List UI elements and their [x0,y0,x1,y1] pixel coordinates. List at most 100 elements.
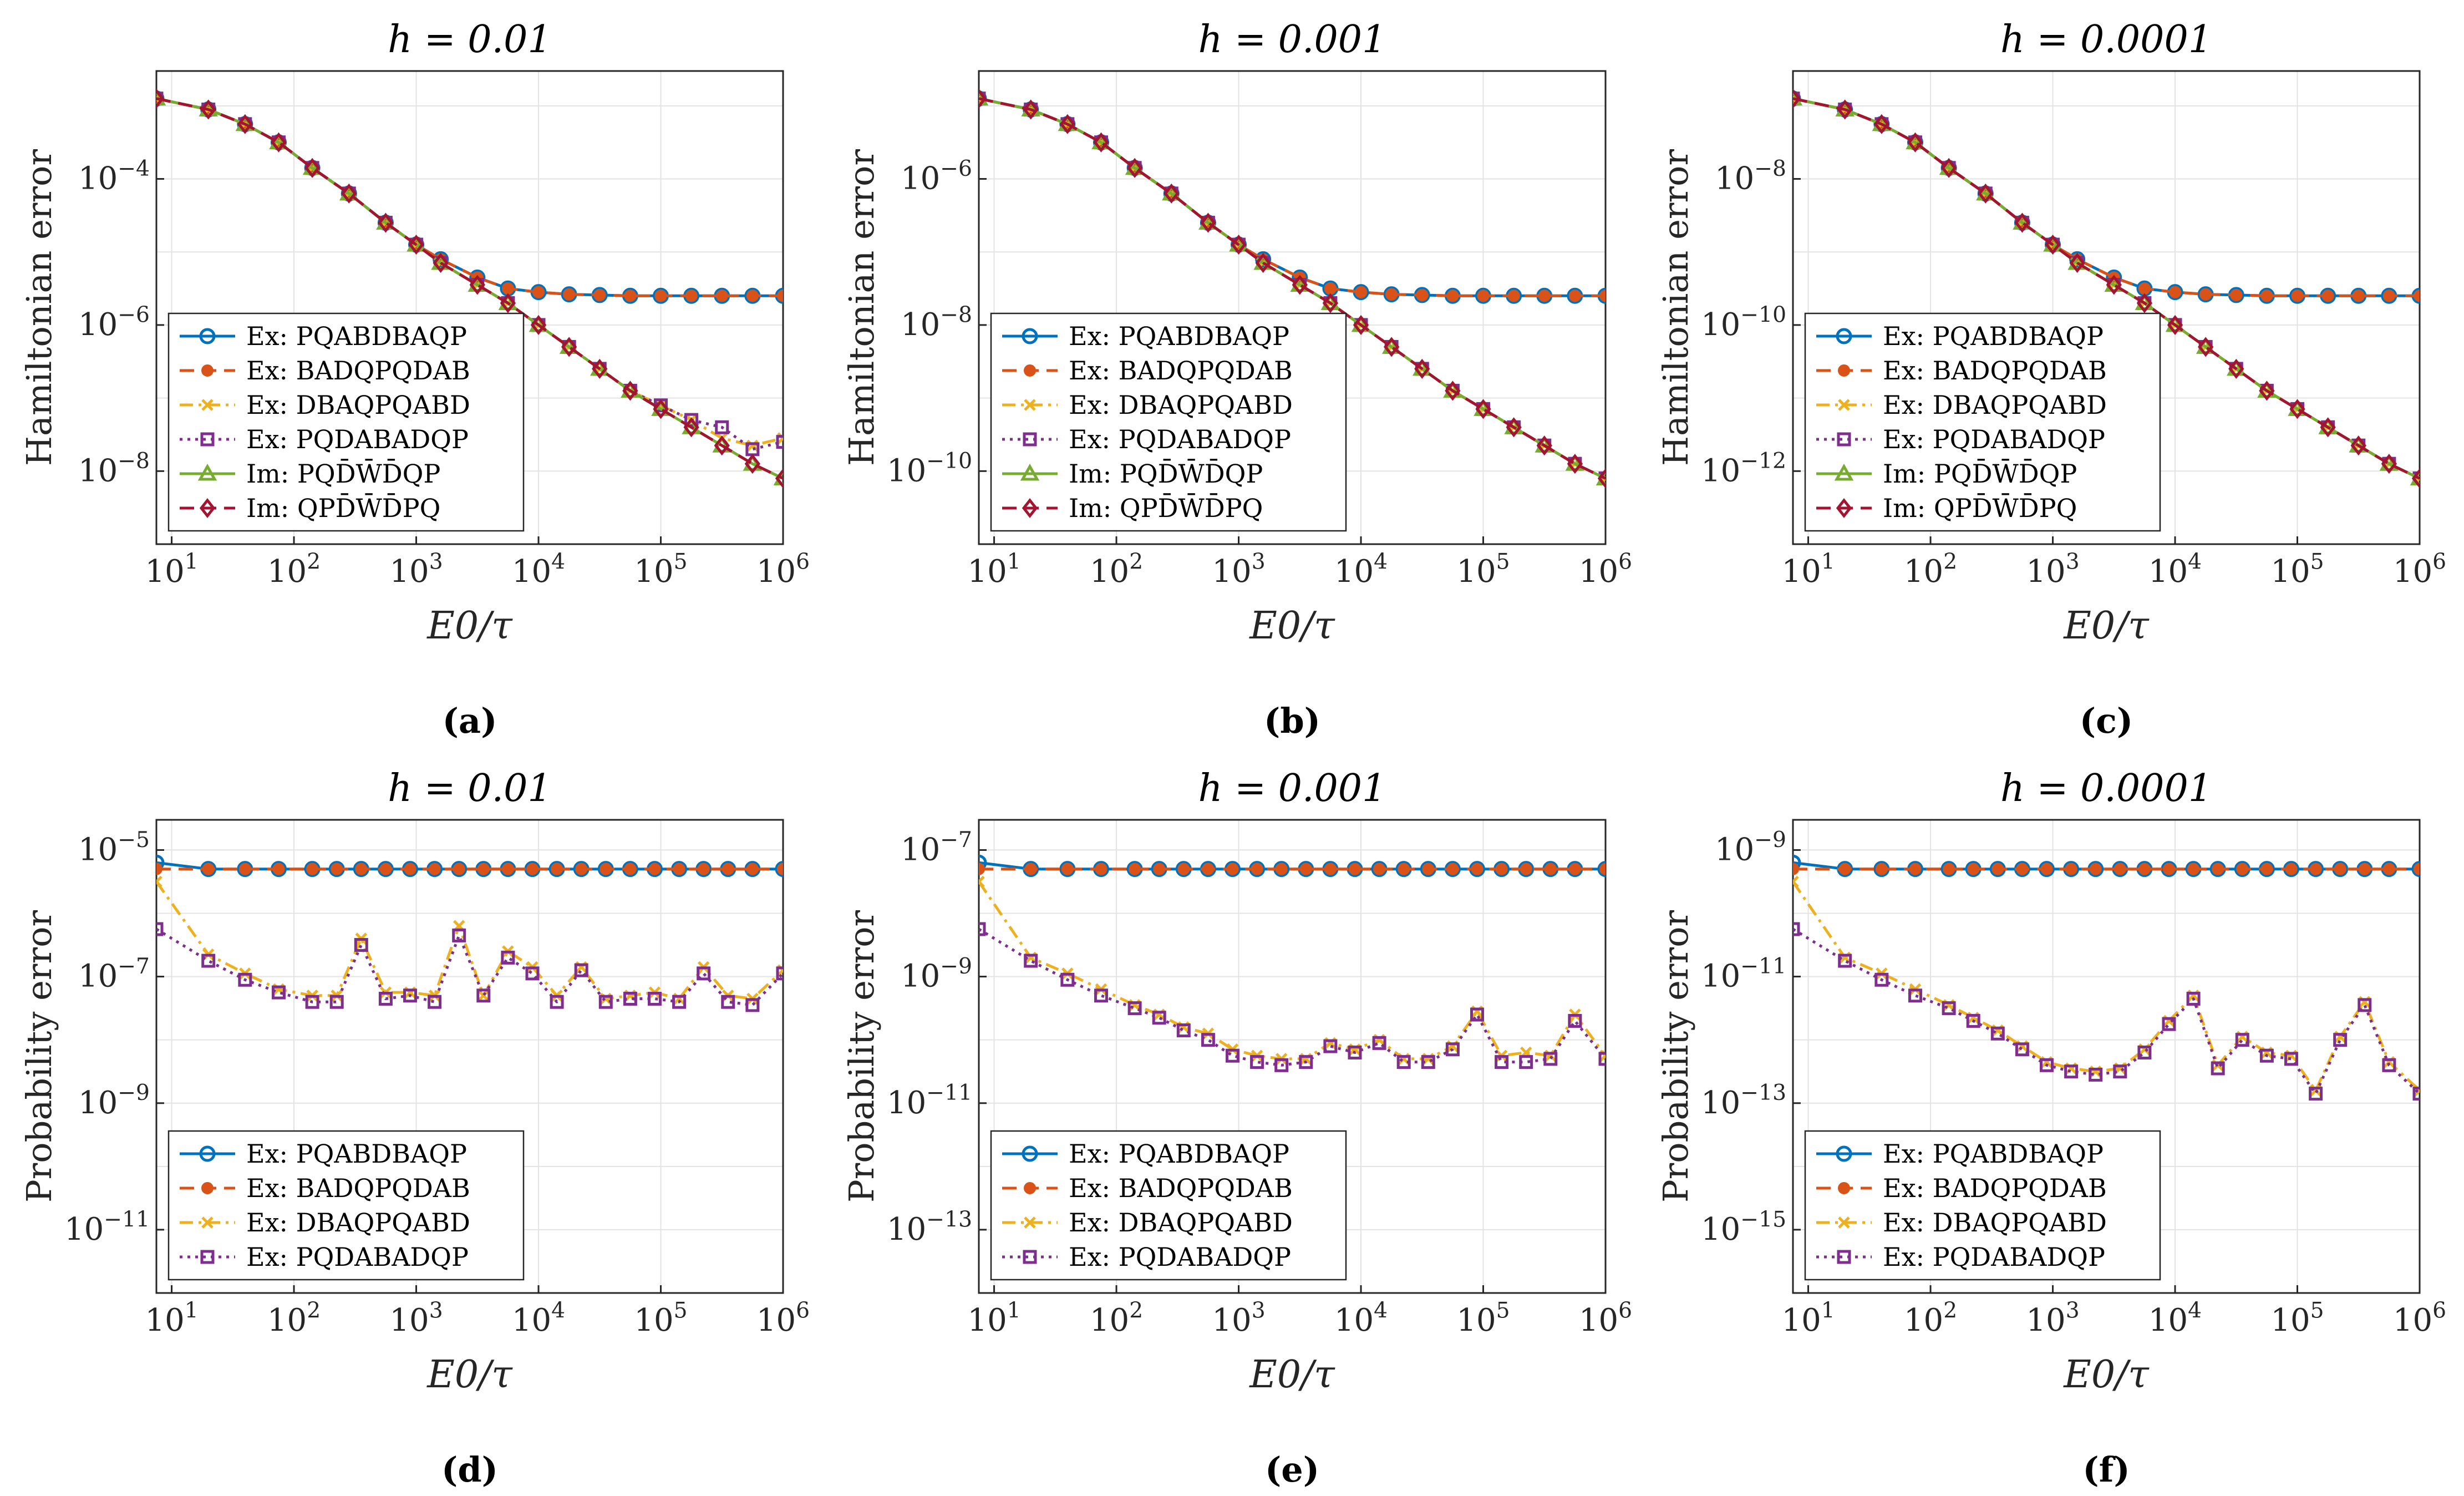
data-point-series-6 [500,293,516,313]
legend: Ex: PQABDBAQP Ex: BADQPQDAB Ex: DBAQPQABD E… [1804,1130,2161,1281]
data-point-series-4 [156,922,164,936]
data-point-series-6 [2106,275,2122,295]
data-point-series-2 [477,863,490,875]
data-point-series-2 [2382,863,2395,875]
x-tick-label: 102 [1090,549,1143,590]
legend-entry: Im: PQD̄W̄D̄QP [246,458,440,489]
data-point-series-6 [1200,212,1216,233]
data-point-series-1 [156,854,165,871]
data-point-series-4 [574,963,588,977]
data-point-series-2 [593,288,606,301]
data-point-series-2 [306,863,319,875]
y-axis-label: Hamiltonian error [841,149,882,466]
legend-entry: Ex: DBAQPQABD [1883,390,2107,420]
data-point-series-2 [501,863,514,875]
legend-marker [201,364,214,377]
data-point-series-6 [2167,315,2183,335]
data-point-series-4 [1942,1001,1956,1016]
data-point-series-4 [1519,1055,1533,1069]
x-axis-label: E0/τ [2062,1353,2150,1397]
data-point-series-4 [501,950,515,965]
data-point-series-2 [1202,863,1215,875]
legend-marker [1837,1250,1851,1264]
data-point-series-2 [624,863,637,875]
data-point-series-4 [2089,1067,2103,1082]
axes-frame [1792,70,2421,545]
data-point-series-6 [2228,358,2244,379]
data-point-series-4 [525,966,540,981]
data-point-series-4 [745,998,760,1012]
legend-entry: Ex: PQDABADQP [1883,1242,2105,1272]
data-point-series-2 [2291,290,2304,302]
data-point-series-6 [561,337,577,357]
data-point-series-6 [1093,132,1109,153]
legend: Ex: PQABDBAQP Ex: BADQPQDAB Ex: DBAQPQABD E… [1804,312,2161,532]
legend-entry: Ex: PQABDBAQP [1883,1139,2104,1169]
legend-marker [201,399,214,411]
data-point-series-4 [1495,1055,1509,1069]
y-tick-label: 10−6 [901,156,972,197]
data-point-series-1 [775,861,783,878]
data-point-series-2 [2162,863,2175,875]
data-point-series-2 [1446,863,1459,875]
legend-box [1804,1130,2161,1281]
data-point-series-2 [777,290,783,302]
data-point-series-6 [1255,252,1271,273]
data-point-series-4 [1372,1036,1386,1050]
data-point-series-4 [776,435,783,449]
data-point-series-6 [1597,468,1606,489]
data-point-series-4 [2412,1087,2420,1101]
data-point-series-4 [623,992,637,1006]
data-point-series-3 [777,432,783,444]
x-tick-label: 104 [2148,549,2202,590]
y-tick-label: 10−7 [78,954,150,995]
x-tick-label: 102 [1904,1298,1957,1338]
data-point-series-4 [2064,1064,2079,1079]
data-point-series-6 [592,358,608,379]
data-point-series-6 [1322,293,1339,313]
data-point-series-2 [2187,863,2200,875]
data-point-series-2 [272,863,285,875]
data-point-series-4 [1421,1055,1435,1069]
data-point-series-2 [1251,863,1263,875]
x-tick-label: 105 [1456,1298,1510,1338]
data-point-series-6 [979,88,987,109]
data-point-series-4 [2333,1033,2348,1047]
data-point-series-6 [1506,417,1522,438]
x-tick-label: 101 [967,549,1020,590]
legend-entry: Ex: BADQPQDAB [1069,1173,1293,1203]
data-point-series-2 [648,863,661,875]
legend-entry: Ex: BADQPQDAB [246,1173,470,1203]
data-point-series-2 [746,863,759,875]
legend-marker [201,1182,214,1194]
data-point-series-4 [1543,1052,1558,1066]
legend-entry: Im: PQD̄W̄D̄QP [1883,458,2077,489]
y-tick-label: 10−4 [78,156,150,197]
data-point-series-4 [2309,1087,2323,1101]
data-point-series-1 [979,854,987,871]
data-point-series-2 [563,288,576,301]
data-point-series-4 [1838,954,1852,968]
axes-frame [155,70,784,545]
legend-marker [1024,364,1036,377]
data-point-series-4 [1127,1001,1142,1016]
x-tick-label: 101 [145,1298,198,1338]
data-point-series-4 [238,972,252,987]
data-point-series-6 [714,435,730,456]
x-tick-label: 105 [634,1298,687,1338]
x-tick-label: 105 [634,549,687,590]
x-axis-label: E0/τ [1248,1353,1335,1397]
data-point-series-4 [305,995,319,1009]
data-point-series-2 [2089,863,2102,875]
x-tick-label: 103 [2026,1298,2079,1338]
data-point-series-6 [378,212,394,233]
series-line-4 [979,927,1606,1067]
data-point-series-2 [2321,290,2334,302]
x-axis-label: E0/τ [2062,604,2150,648]
data-point-series-6 [408,235,424,255]
legend-box [167,1130,525,1281]
data-point-series-2 [1355,286,1368,298]
data-point-series-4 [672,995,687,1009]
panel-label: (b) [1264,701,1320,741]
chart-panel-d: 101 102 103 104 105 106 10−5 10−7 10−9 10−11 h = 0… [19,767,810,1490]
